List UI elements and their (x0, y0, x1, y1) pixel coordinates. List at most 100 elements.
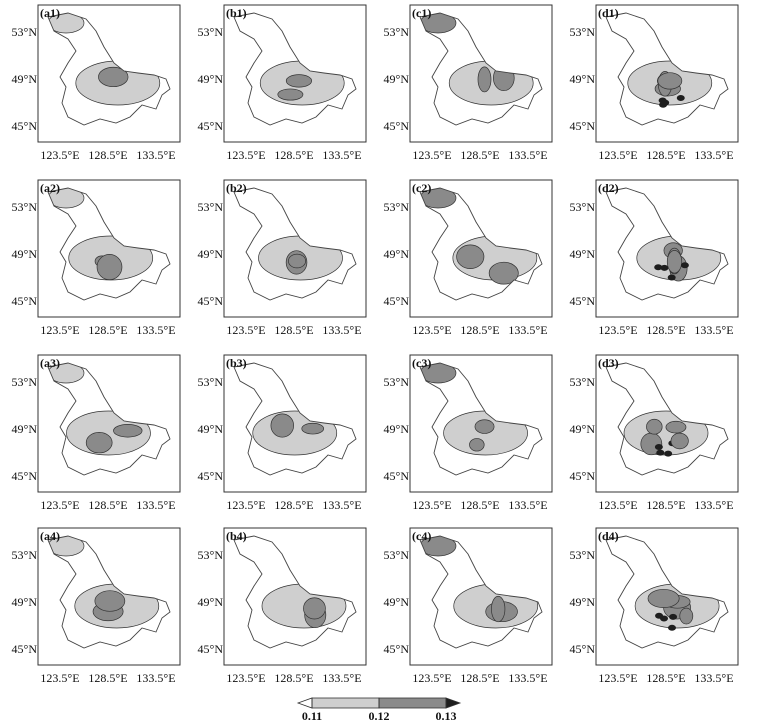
contour-fill (667, 274, 676, 281)
lon-label: 128.5°E (460, 498, 499, 512)
panel-label: (a2) (40, 181, 60, 195)
colorbar-extend-high (445, 697, 462, 709)
contour-fill (48, 536, 85, 557)
colorbar-label: 0.11 (302, 709, 322, 723)
lat-label: 45°N (570, 642, 596, 656)
lat-label: 53°N (570, 548, 596, 562)
lat-label: 49°N (570, 247, 596, 261)
province-outline (47, 12, 171, 126)
province-outline (419, 187, 543, 301)
lat-label: 49°N (12, 72, 38, 86)
lat-label: 53°N (384, 548, 410, 562)
lat-label: 53°N (570, 375, 596, 389)
lat-label: 53°N (384, 375, 410, 389)
lat-label: 53°N (12, 25, 38, 39)
lon-label: 133.5°E (136, 323, 175, 337)
panel-label: (b4) (226, 529, 247, 543)
contour-fill (420, 13, 457, 34)
lon-label: 123.5°E (412, 671, 451, 685)
lat-label: 53°N (384, 200, 410, 214)
contour-fill (96, 254, 123, 281)
lat-label: 49°N (198, 247, 224, 261)
contours (420, 363, 542, 475)
panel-label: (b1) (226, 6, 247, 20)
lon-label: 123.5°E (412, 323, 451, 337)
contour-fill (668, 624, 677, 631)
lon-label: 128.5°E (460, 148, 499, 162)
colorbar-label: 0.12 (369, 709, 390, 723)
lat-label: 45°N (198, 642, 224, 656)
lat-label: 45°N (12, 469, 38, 483)
lon-label: 133.5°E (322, 148, 361, 162)
lon-label: 128.5°E (88, 671, 127, 685)
contour-fill (48, 188, 85, 209)
contour-fill (420, 188, 457, 209)
province-outline (605, 535, 729, 649)
province-outline (605, 362, 729, 476)
colorbar-label: 0.13 (436, 709, 457, 723)
lat-label: 45°N (384, 119, 410, 133)
contour-fill (654, 264, 663, 271)
lon-label: 133.5°E (694, 671, 733, 685)
lat-label: 45°N (12, 119, 38, 133)
lon-label: 123.5°E (226, 148, 265, 162)
contour-fill (94, 590, 126, 612)
lat-label: 53°N (12, 375, 38, 389)
lon-label: 123.5°E (40, 148, 79, 162)
contour-fill (661, 99, 670, 106)
province-outline (233, 187, 357, 301)
panel-label: (a3) (40, 356, 60, 370)
lon-label: 128.5°E (646, 498, 685, 512)
colorbar-segment (378, 697, 447, 709)
lon-label: 128.5°E (274, 148, 313, 162)
lon-label: 123.5°E (598, 148, 637, 162)
contours (606, 188, 728, 300)
panel-label: (a4) (40, 529, 60, 543)
lon-label: 133.5°E (136, 498, 175, 512)
contour-fill (477, 66, 492, 93)
lat-label: 49°N (384, 422, 410, 436)
lon-label: 123.5°E (226, 671, 265, 685)
lat-label: 49°N (12, 595, 38, 609)
province-outline (47, 535, 171, 649)
province-outline (419, 362, 543, 476)
colorbar-segment (311, 697, 380, 709)
lon-label: 123.5°E (598, 323, 637, 337)
lat-label: 49°N (198, 422, 224, 436)
lat-label: 45°N (570, 119, 596, 133)
lat-label: 53°N (198, 25, 224, 39)
lon-label: 133.5°E (322, 671, 361, 685)
lat-label: 49°N (570, 422, 596, 436)
contour-fill (113, 424, 143, 438)
lat-label: 53°N (198, 375, 224, 389)
lon-label: 133.5°E (694, 323, 733, 337)
lon-label: 123.5°E (40, 498, 79, 512)
lon-label: 128.5°E (88, 323, 127, 337)
lon-label: 123.5°E (40, 671, 79, 685)
panel-label: (a1) (40, 6, 60, 20)
contour-fill (655, 612, 664, 619)
lat-label: 45°N (570, 294, 596, 308)
contour-fill (656, 449, 665, 456)
contour-fill (285, 74, 313, 88)
lat-label: 53°N (570, 200, 596, 214)
lat-label: 49°N (570, 595, 596, 609)
lon-label: 128.5°E (460, 671, 499, 685)
panel-label: (c2) (412, 181, 431, 195)
lat-label: 45°N (12, 294, 38, 308)
panel-label: (c1) (412, 6, 431, 20)
lat-label: 49°N (384, 247, 410, 261)
province-outline (605, 187, 729, 301)
province-outline (419, 12, 543, 126)
contour-fill (270, 413, 294, 438)
lon-label: 128.5°E (88, 498, 127, 512)
province-outline (233, 12, 357, 126)
lat-label: 49°N (198, 595, 224, 609)
contour-fill (680, 262, 689, 269)
contour-fill (420, 363, 457, 384)
lon-label: 128.5°E (646, 671, 685, 685)
contour-fill (665, 420, 687, 434)
lat-label: 45°N (198, 294, 224, 308)
lat-label: 45°N (384, 294, 410, 308)
lon-label: 133.5°E (136, 671, 175, 685)
